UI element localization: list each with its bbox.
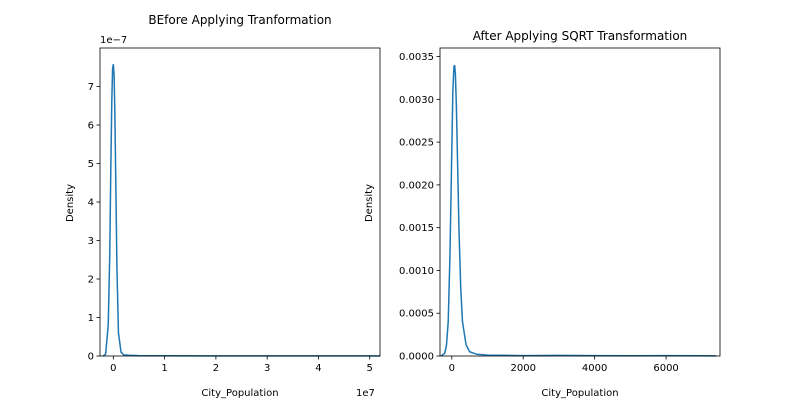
x-offset-label: 1e7	[356, 388, 375, 399]
x-axis-label: City_Population	[541, 388, 618, 399]
x-tick-label: 2	[213, 363, 219, 374]
ticks: 0 1 2 3 4 5 0 1 2 3 4 5 6 7	[88, 82, 373, 374]
x-tick-label: 0	[110, 363, 116, 374]
y-tick-label: 1	[88, 313, 94, 324]
y-tick-label: 0	[88, 352, 94, 363]
chart-title: After Applying SQRT Transformation	[473, 29, 688, 43]
y-tick-label: 4	[88, 198, 94, 209]
x-tick-label: 3	[264, 363, 270, 374]
chart-before: BEfore Applying Tranformation 1e−7 1e7 C…	[65, 13, 381, 399]
y-axis-label: Density	[364, 184, 375, 222]
y-tick-label: 0.0020	[399, 180, 434, 191]
x-axis-label: City_Population	[201, 388, 278, 399]
y-tick-label: 0.0015	[399, 223, 434, 234]
y-tick-label: 0.0005	[399, 309, 434, 320]
x-tick-label: 4000	[582, 363, 607, 374]
x-tick-label: 5	[367, 363, 373, 374]
y-tick-label: 3	[88, 236, 94, 247]
x-tick-label: 2000	[510, 363, 535, 374]
y-tick-label: 0.0010	[399, 266, 434, 277]
x-tick-label: 6000	[653, 363, 678, 374]
y-tick-label: 0.0030	[399, 95, 434, 106]
y-offset-label: 1e−7	[100, 35, 127, 46]
plot-frame	[99, 47, 381, 357]
y-tick-label: 0.0000	[399, 352, 434, 363]
density-line	[440, 64, 717, 357]
chart-after: After Applying SQRT Transformation City_…	[364, 29, 721, 399]
y-tick-label: 0.0035	[399, 52, 434, 63]
y-tick-label: 7	[88, 82, 94, 93]
y-tick-label: 5	[88, 159, 94, 170]
x-tick-label: 4	[315, 363, 321, 374]
y-tick-label: 6	[88, 121, 94, 132]
x-tick-label: 0	[449, 363, 455, 374]
y-axis-label: Density	[65, 184, 76, 222]
x-tick-label: 1	[161, 363, 167, 374]
plot-frame	[439, 47, 721, 357]
chart-title: BEfore Applying Tranformation	[148, 13, 331, 27]
ticks: 0 2000 4000 6000 0.0000 0.0005 0.0010 0.0015 0.0…	[399, 52, 679, 374]
y-tick-label: 0.0025	[399, 138, 434, 149]
y-tick-label: 2	[88, 275, 94, 286]
